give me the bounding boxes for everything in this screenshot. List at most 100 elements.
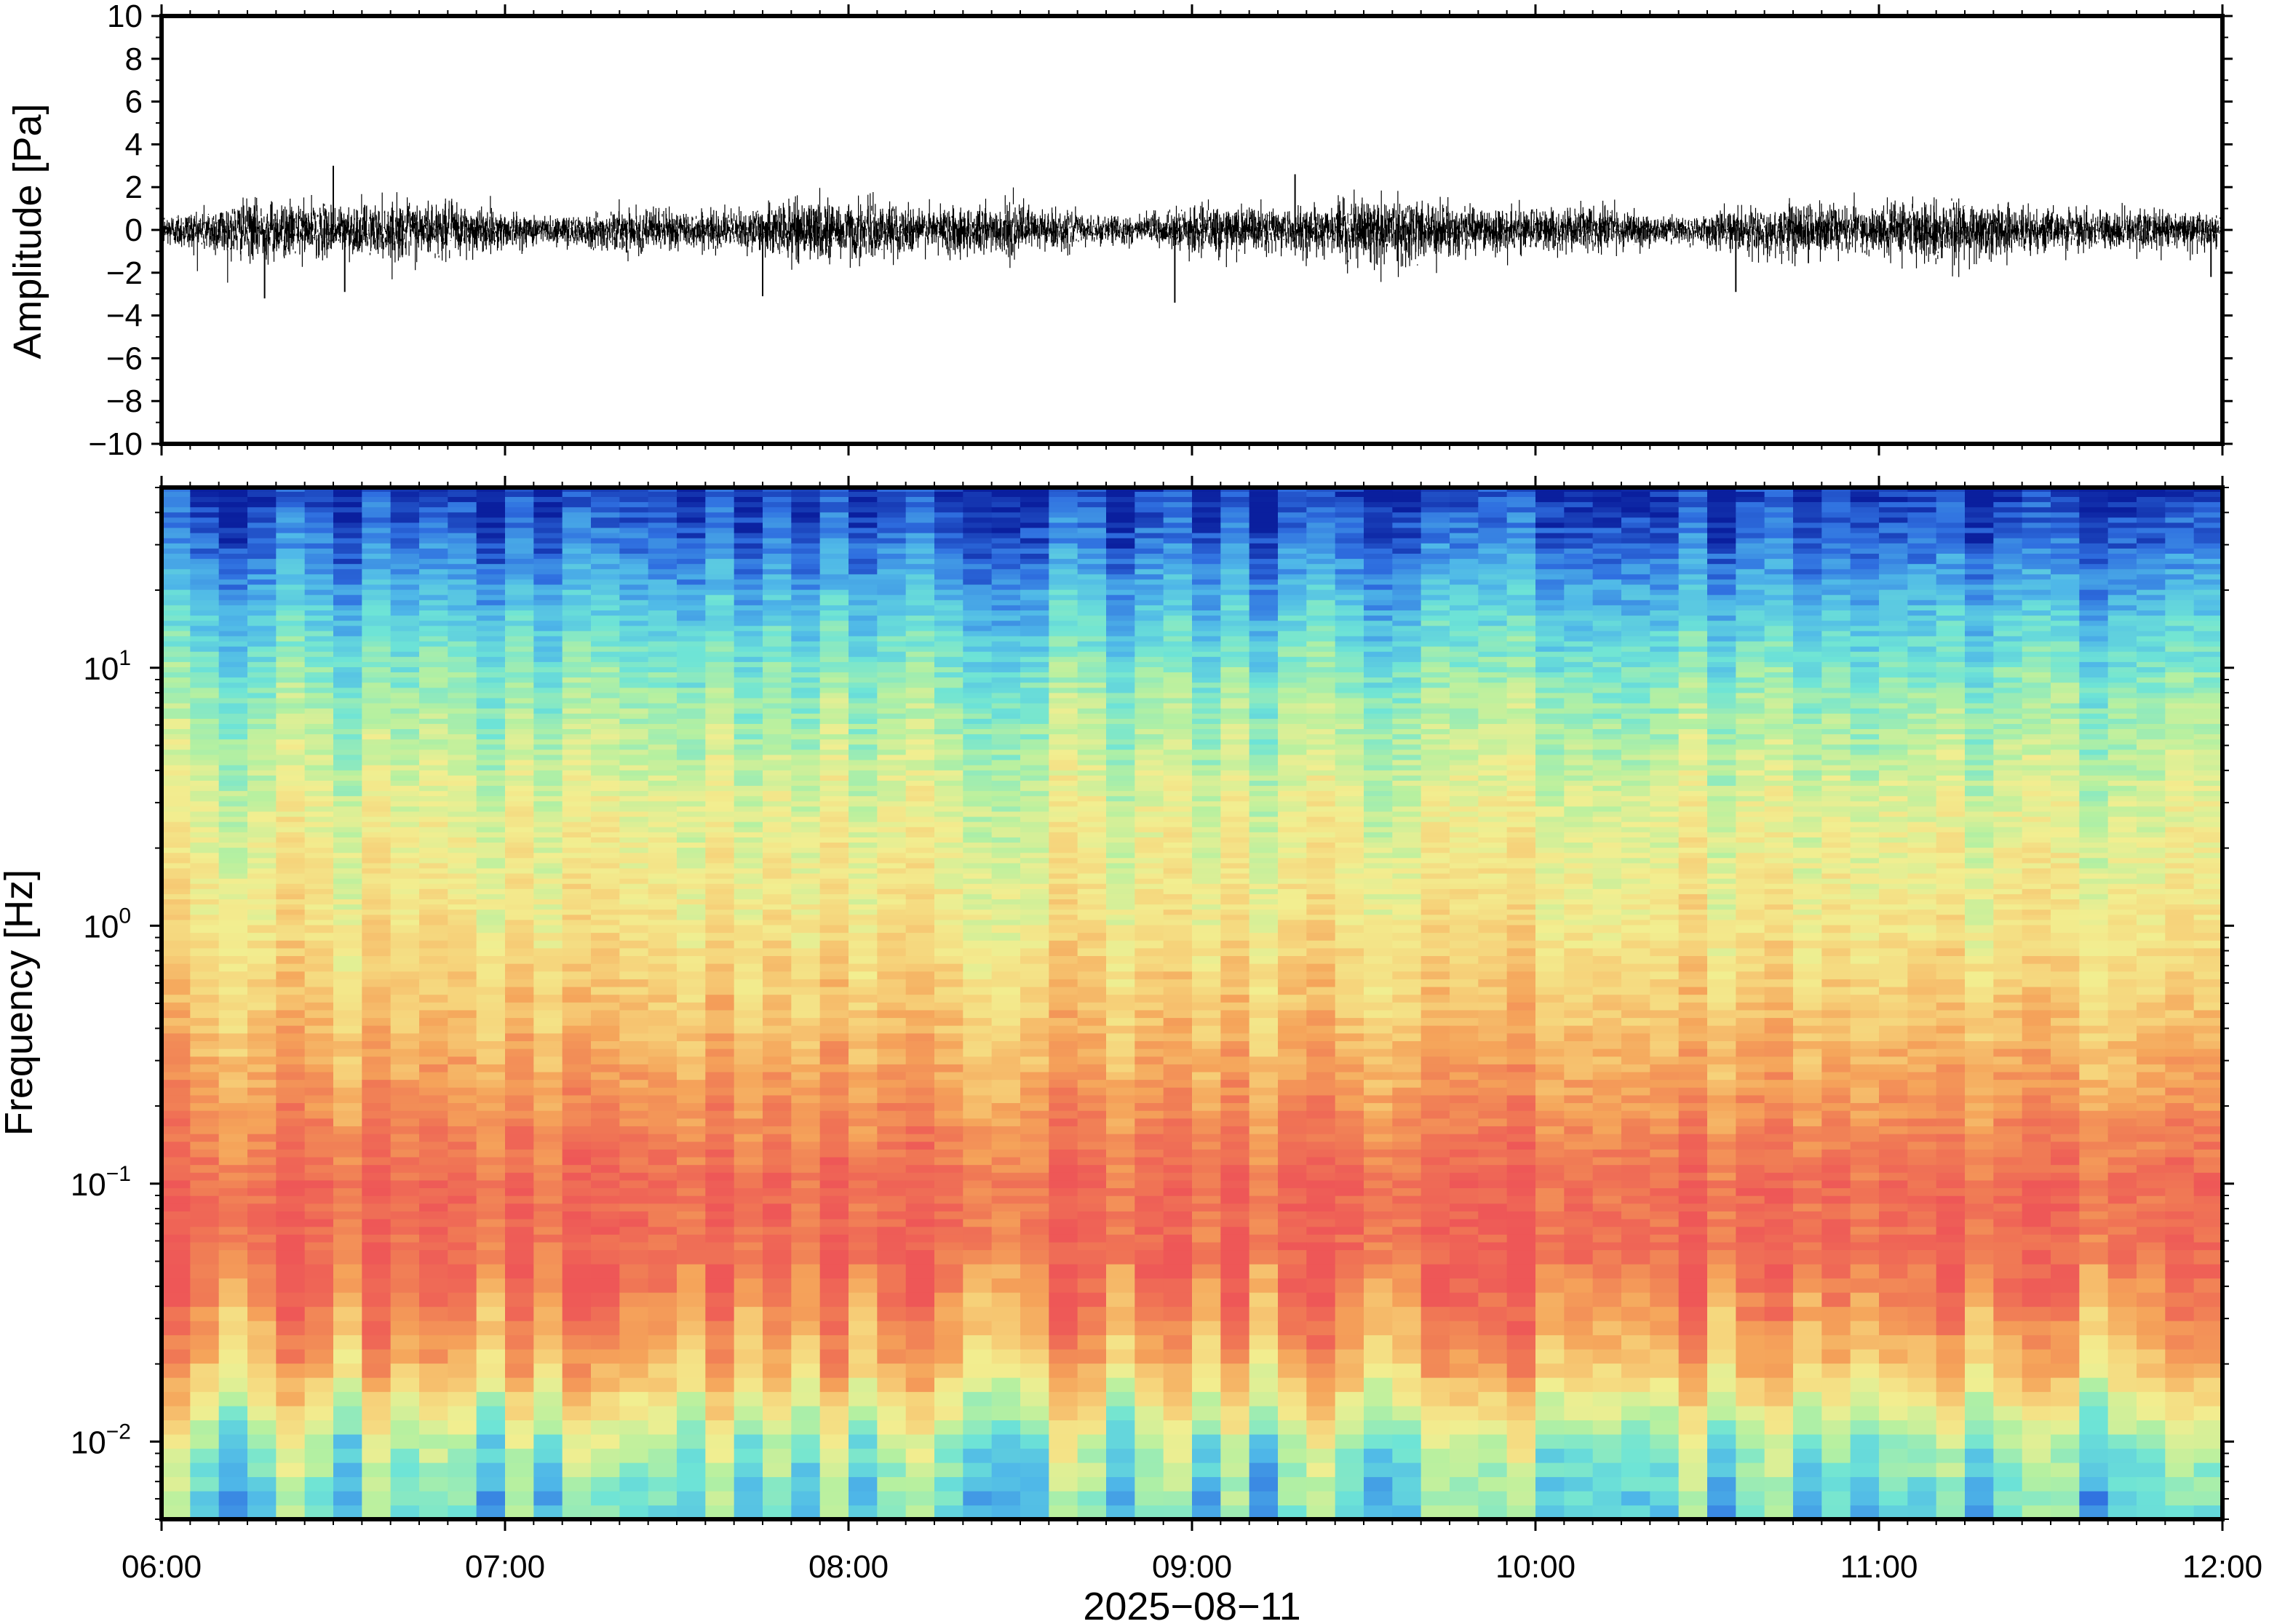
spectrogram-cell bbox=[505, 708, 534, 714]
spectrogram-cell bbox=[648, 909, 677, 915]
spectrogram-cell bbox=[190, 1025, 220, 1034]
spectrogram-cell bbox=[819, 940, 849, 949]
spectrogram-cell bbox=[362, 770, 392, 776]
spectrogram-cell bbox=[705, 790, 735, 797]
spectrogram-cell bbox=[162, 1462, 191, 1478]
spectrogram-cell bbox=[390, 785, 420, 792]
spectrogram-cell bbox=[390, 979, 420, 987]
spectrogram-cell bbox=[877, 899, 907, 905]
spectrogram-cell bbox=[476, 697, 506, 704]
spectrogram-cell bbox=[533, 1219, 563, 1227]
spectrogram-cell bbox=[791, 640, 821, 647]
spectrogram-cell bbox=[533, 857, 563, 864]
spectrogram-cell bbox=[849, 760, 878, 765]
spectrogram-cell bbox=[1049, 888, 1078, 894]
spectrogram-cell bbox=[677, 630, 706, 637]
spectrogram-cell bbox=[362, 979, 392, 987]
spectrogram-cell bbox=[849, 852, 878, 859]
spectrogram-cell bbox=[619, 1334, 649, 1350]
spectrogram-cell bbox=[619, 1126, 649, 1134]
spectrogram-cell bbox=[276, 914, 306, 920]
spectrogram-cell bbox=[991, 1179, 1021, 1189]
spectrogram-cell bbox=[591, 955, 620, 964]
spectrogram-cell bbox=[448, 1321, 477, 1336]
spectrogram-cell bbox=[934, 1448, 963, 1463]
spectrogram-cell bbox=[162, 888, 191, 894]
spectrogram-cell bbox=[190, 847, 220, 853]
spectrogram-cell bbox=[934, 805, 963, 812]
spectrogram-cell bbox=[476, 1164, 506, 1173]
spectrogram-cell bbox=[705, 862, 735, 869]
spectrogram-cell bbox=[648, 770, 677, 776]
spectrogram-cell bbox=[505, 672, 534, 678]
spectrogram-cell bbox=[1049, 1226, 1078, 1235]
spectrogram-cell bbox=[1077, 780, 1107, 787]
spectrogram-cell bbox=[819, 1211, 849, 1219]
spectrogram-cell bbox=[276, 615, 306, 621]
spectrogram-cell bbox=[734, 1505, 763, 1520]
spectrogram-cell bbox=[476, 1264, 506, 1279]
spectrogram-cell bbox=[276, 703, 306, 709]
spectrogram-cell bbox=[448, 635, 477, 642]
spectrogram-cell bbox=[819, 1234, 849, 1243]
spectrogram-cell bbox=[533, 630, 563, 637]
spectrogram-cell bbox=[1020, 932, 1049, 941]
spectrogram-cell bbox=[533, 994, 563, 1003]
spectrogram-cell bbox=[533, 1040, 563, 1049]
spectrogram-cell bbox=[877, 677, 907, 683]
spectrogram-cell bbox=[1049, 708, 1078, 714]
spectrogram-cell bbox=[991, 971, 1021, 979]
spectrogram-cell bbox=[1049, 852, 1078, 859]
spectrogram-cell bbox=[1077, 765, 1107, 771]
spectrogram-cell bbox=[162, 1306, 191, 1321]
spectrogram-cell bbox=[705, 1017, 735, 1026]
spectrogram-cell bbox=[218, 739, 248, 745]
spectrogram-cell bbox=[276, 553, 306, 560]
spectrogram-cell bbox=[991, 883, 1021, 889]
spectrogram-cell bbox=[505, 713, 534, 719]
spectrogram-cell bbox=[362, 919, 392, 926]
spectrogram-cell bbox=[190, 708, 220, 714]
spectrogram-cell bbox=[619, 1094, 649, 1104]
spectrogram-cell bbox=[619, 666, 649, 673]
spectrogram-cell bbox=[333, 1391, 362, 1406]
spectrogram-cell bbox=[991, 563, 1021, 570]
spectrogram-cell bbox=[934, 1334, 963, 1350]
spectrogram-cell bbox=[991, 703, 1021, 709]
spectrogram-cell bbox=[333, 620, 362, 626]
spectrogram-cell bbox=[304, 986, 334, 995]
spectrogram-cell bbox=[304, 506, 334, 513]
spectrogram-cell bbox=[905, 1094, 935, 1104]
spectrogram-cell bbox=[218, 496, 248, 503]
spectrogram-cell bbox=[333, 893, 362, 900]
spectrogram-cell bbox=[562, 708, 592, 714]
spectrogram-cell bbox=[677, 979, 706, 987]
spectrogram-cell bbox=[304, 1491, 334, 1506]
spectrogram-cell bbox=[362, 1079, 392, 1088]
spectrogram-cell bbox=[218, 867, 248, 874]
spectrogram-cell bbox=[705, 527, 735, 533]
spectrogram-cell bbox=[533, 640, 563, 647]
spectrogram-cell bbox=[619, 522, 649, 528]
spectrogram-cell bbox=[304, 605, 334, 610]
waveform-y-axis-title: Amplitude [Pa] bbox=[6, 103, 49, 359]
spectrogram-cell bbox=[505, 1321, 534, 1336]
spectrogram-cell bbox=[1077, 924, 1107, 934]
spectrogram-cell bbox=[705, 1363, 735, 1378]
spectrogram-cell bbox=[362, 1149, 392, 1158]
spectrogram-cell bbox=[333, 800, 362, 807]
spectrogram-cell bbox=[991, 558, 1021, 565]
spectrogram-cell bbox=[476, 687, 506, 693]
spectrogram-cell bbox=[705, 919, 735, 926]
spectrogram-cell bbox=[390, 1226, 420, 1235]
spectrogram-cell bbox=[390, 1195, 420, 1204]
spectrogram-cell bbox=[276, 790, 306, 797]
spectrogram-cell bbox=[705, 842, 735, 848]
spectrogram-cell bbox=[247, 656, 277, 662]
spectrogram-cell bbox=[763, 805, 792, 812]
spectrogram-cell bbox=[819, 1172, 849, 1181]
spectrogram-cell bbox=[304, 1056, 334, 1064]
spectrogram-cell bbox=[190, 1149, 220, 1158]
spectrogram-cell bbox=[476, 718, 506, 724]
spectrogram-cell bbox=[877, 1306, 907, 1321]
